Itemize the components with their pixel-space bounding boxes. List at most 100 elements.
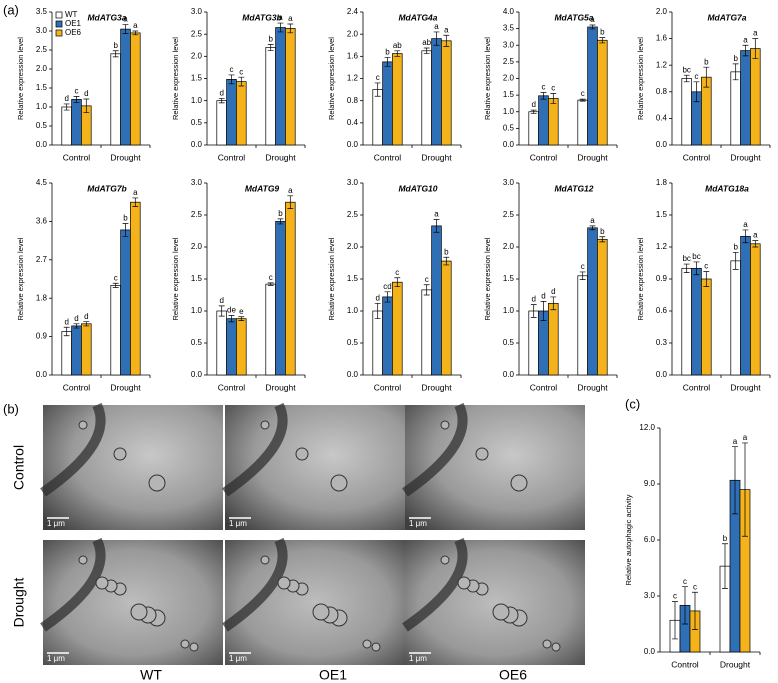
vesicle bbox=[457, 576, 471, 590]
x-tick-label: Drought bbox=[730, 152, 761, 162]
x-tick-label: Control bbox=[374, 382, 402, 392]
error-bar bbox=[277, 22, 284, 33]
error-bar bbox=[73, 323, 80, 329]
error-bar bbox=[122, 223, 129, 237]
significance-letter: c bbox=[425, 275, 429, 284]
error-bar bbox=[433, 31, 440, 46]
column-label: OE1 bbox=[319, 667, 347, 683]
significance-letter: c bbox=[551, 84, 555, 93]
error-bar bbox=[384, 291, 391, 303]
error-bar bbox=[63, 103, 70, 111]
error-bar bbox=[83, 321, 90, 327]
cell-wall bbox=[402, 402, 468, 497]
significance-letter: b bbox=[704, 57, 709, 66]
significance-letter: b bbox=[278, 209, 283, 218]
y-tick-label: 2.0 bbox=[191, 242, 203, 251]
bar bbox=[120, 229, 131, 376]
y-tick-label: 3.5 bbox=[503, 24, 515, 33]
bar bbox=[81, 323, 92, 376]
y-tick-label: 0.5 bbox=[36, 121, 48, 130]
error-bar bbox=[433, 219, 440, 233]
y-tick-label: 0.6 bbox=[656, 306, 668, 315]
x-tick-label: Drought bbox=[421, 152, 452, 162]
error-bar bbox=[550, 296, 557, 311]
significance-letter: ab bbox=[393, 41, 402, 50]
significance-letter: c bbox=[581, 262, 585, 271]
significance-letter: d bbox=[375, 293, 379, 302]
significance-letter: a bbox=[743, 220, 748, 229]
bar bbox=[431, 38, 442, 146]
y-tick-label: 0.0 bbox=[656, 140, 668, 149]
significance-letter: c bbox=[269, 273, 273, 282]
x-tick-label: Drought bbox=[110, 152, 141, 162]
y-tick-label: 0.4 bbox=[347, 118, 359, 127]
bar bbox=[372, 310, 383, 376]
chart-title: MdATG7b bbox=[87, 183, 127, 193]
legend-label: OE1 bbox=[65, 19, 82, 28]
vesicle bbox=[440, 555, 450, 565]
significance-letter: a bbox=[133, 21, 138, 30]
vesicle bbox=[148, 474, 166, 492]
significance-letter: c bbox=[75, 86, 79, 95]
bar bbox=[548, 98, 559, 146]
significance-letter: d bbox=[219, 296, 223, 305]
error-bar bbox=[112, 50, 119, 58]
x-tick-label: Drought bbox=[720, 659, 751, 669]
significance-letter: a bbox=[753, 231, 758, 240]
significance-letter: b bbox=[385, 48, 390, 57]
error-bar bbox=[703, 66, 710, 88]
y-tick-label: 0.5 bbox=[347, 338, 359, 347]
y-tick-label: 2.5 bbox=[503, 57, 515, 66]
x-tick-label: Drought bbox=[730, 382, 761, 392]
y-tick-label: 4.5 bbox=[36, 178, 48, 187]
error-bar bbox=[83, 98, 90, 114]
bar bbox=[110, 53, 121, 146]
error-bar bbox=[752, 38, 759, 59]
vesicle bbox=[95, 576, 109, 590]
error-bar bbox=[540, 301, 547, 321]
panel-label: (c) bbox=[625, 396, 640, 411]
y-tick-label: 1.6 bbox=[656, 34, 668, 43]
vesicle bbox=[542, 639, 552, 649]
error-bar bbox=[530, 304, 537, 318]
x-tick-label: Drought bbox=[577, 152, 608, 162]
vesicle bbox=[78, 420, 88, 430]
significance-letter: a bbox=[133, 188, 138, 197]
significance-letter: a bbox=[743, 35, 748, 44]
significance-letter: b bbox=[268, 34, 273, 43]
significance-letter: a bbox=[434, 22, 439, 31]
bar bbox=[236, 318, 247, 376]
significance-letter: d bbox=[64, 317, 68, 326]
vesicle bbox=[113, 447, 127, 461]
y-tick-label: 0.8 bbox=[347, 96, 359, 105]
bar bbox=[285, 201, 296, 376]
bar bbox=[265, 283, 276, 376]
y-tick-label: 1.5 bbox=[503, 90, 515, 99]
significance-letter: b bbox=[733, 242, 738, 251]
significance-letter: ab bbox=[422, 38, 431, 47]
error-bar bbox=[238, 76, 245, 87]
y-axis-label: Relative expression level bbox=[327, 237, 336, 320]
significance-letter: a bbox=[288, 14, 293, 23]
error-bar bbox=[703, 271, 710, 287]
bar bbox=[236, 81, 247, 146]
x-tick-label: Drought bbox=[421, 382, 452, 392]
error-bar bbox=[218, 305, 225, 317]
y-tick-label: 2.0 bbox=[656, 7, 668, 16]
y-tick-label: 2.0 bbox=[503, 242, 515, 251]
bar bbox=[750, 243, 761, 376]
vesicle bbox=[130, 603, 148, 621]
error-bar bbox=[122, 24, 129, 35]
scale-bar-label: 1 μm bbox=[229, 654, 247, 663]
error-bar bbox=[579, 98, 586, 102]
y-tick-label: 0.5 bbox=[191, 338, 203, 347]
bar bbox=[701, 278, 712, 376]
bar bbox=[71, 325, 82, 376]
significance-letter: c bbox=[704, 262, 708, 271]
bar bbox=[691, 267, 702, 376]
bar bbox=[275, 221, 286, 376]
bar bbox=[548, 302, 559, 376]
y-axis-label: Relative expression level bbox=[16, 237, 25, 320]
legend-swatch bbox=[55, 11, 63, 19]
significance-letter: de bbox=[227, 306, 236, 315]
